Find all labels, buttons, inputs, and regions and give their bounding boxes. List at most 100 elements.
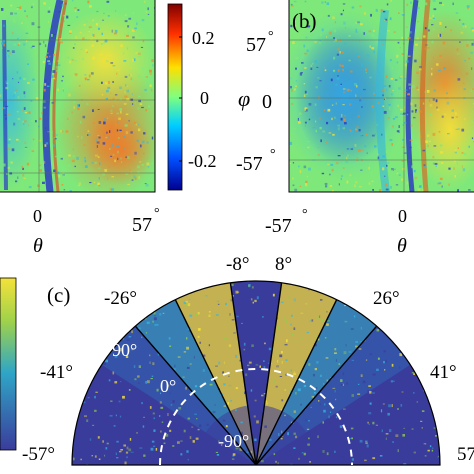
x-tick-label: 0 (398, 206, 407, 226)
noise-speckle (381, 88, 385, 92)
noise-speckle (144, 183, 147, 185)
degree-mark: ° (268, 29, 274, 44)
noise-speckle (284, 320, 288, 323)
noise-speckle (332, 387, 336, 389)
noise-speckle (399, 353, 403, 357)
noise-speckle (414, 328, 416, 331)
noise-speckle (17, 176, 19, 179)
noise-speckle (52, 144, 55, 147)
noise-speckle (422, 149, 426, 152)
noise-speckle (124, 32, 126, 36)
noise-speckle (367, 389, 369, 392)
noise-speckle (308, 420, 310, 422)
noise-speckle (124, 91, 126, 94)
noise-speckle (98, 136, 101, 139)
noise-speckle (103, 121, 106, 125)
noise-speckle (433, 427, 436, 429)
noise-speckle (406, 3, 409, 7)
noise-speckle (84, 74, 87, 76)
noise-speckle (344, 320, 348, 323)
noise-speckle (307, 6, 309, 9)
noise-speckle (378, 397, 382, 399)
noise-speckle (47, 60, 51, 62)
colorbar-tick-label: 0 (200, 88, 209, 108)
noise-speckle (355, 22, 357, 24)
noise-speckle (134, 177, 137, 180)
noise-speckle (122, 392, 126, 394)
noise-speckle (409, 87, 411, 90)
noise-speckle (143, 132, 146, 135)
noise-speckle (231, 458, 235, 460)
noise-speckle (255, 355, 258, 358)
noise-speckle (373, 50, 375, 54)
noise-speckle (384, 369, 386, 371)
noise-speckle (304, 52, 308, 55)
noise-speckle (186, 366, 190, 369)
noise-speckle (245, 405, 248, 407)
noise-speckle (392, 317, 394, 320)
noise-speckle (66, 15, 69, 19)
noise-speckle (307, 146, 310, 149)
noise-speckle (126, 339, 130, 341)
noise-speckle (9, 17, 11, 21)
noise-speckle (413, 287, 416, 291)
noise-speckle (433, 145, 437, 147)
noise-speckle (342, 104, 345, 106)
noise-speckle (334, 348, 337, 351)
noise-speckle (14, 91, 16, 94)
noise-speckle (327, 14, 330, 17)
noise-speckle (117, 157, 119, 161)
noise-speckle (139, 103, 143, 106)
noise-speckle (165, 434, 169, 437)
noise-speckle (77, 107, 80, 110)
noise-speckle (256, 420, 259, 424)
noise-speckle (330, 163, 334, 166)
noise-speckle (360, 374, 363, 377)
noise-speckle (281, 351, 283, 354)
noise-speckle (364, 286, 368, 289)
noise-speckle (406, 112, 409, 114)
noise-speckle (470, 51, 474, 54)
noise-speckle (341, 175, 343, 177)
noise-speckle (421, 427, 423, 429)
noise-speckle (328, 190, 331, 192)
noise-speckle (148, 47, 151, 49)
noise-speckle (335, 398, 337, 401)
noise-speckle (424, 27, 427, 30)
noise-speckle (361, 63, 363, 67)
noise-speckle (169, 282, 172, 285)
noise-speckle (301, 62, 304, 64)
noise-speckle (385, 433, 389, 435)
noise-speckle (8, 147, 11, 151)
noise-speckle (87, 134, 91, 136)
noise-speckle (346, 88, 350, 92)
noise-speckle (126, 18, 128, 20)
noise-speckle (126, 89, 130, 93)
noise-speckle (86, 448, 89, 451)
noise-speckle (432, 156, 435, 159)
noise-speckle (5, 86, 9, 90)
noise-speckle (62, 88, 64, 92)
noise-speckle (317, 435, 319, 439)
noise-speckle (402, 168, 405, 171)
noise-speckle (118, 117, 121, 120)
noise-speckle (96, 339, 98, 342)
noise-speckle (300, 312, 304, 314)
noise-speckle (104, 118, 107, 121)
noise-speckle (177, 441, 180, 444)
noise-speckle (343, 408, 346, 410)
noise-speckle (292, 41, 295, 44)
noise-speckle (373, 389, 376, 391)
noise-speckle (108, 379, 111, 382)
noise-speckle (197, 312, 200, 315)
noise-speckle (110, 62, 114, 64)
noise-speckle (84, 38, 87, 41)
noise-speckle (205, 295, 208, 297)
noise-speckle (402, 434, 405, 437)
noise-speckle (334, 29, 337, 33)
noise-speckle (293, 447, 296, 449)
noise-speckle (417, 20, 420, 23)
noise-speckle (153, 317, 157, 321)
noise-speckle (350, 427, 354, 430)
noise-speckle (86, 51, 88, 53)
